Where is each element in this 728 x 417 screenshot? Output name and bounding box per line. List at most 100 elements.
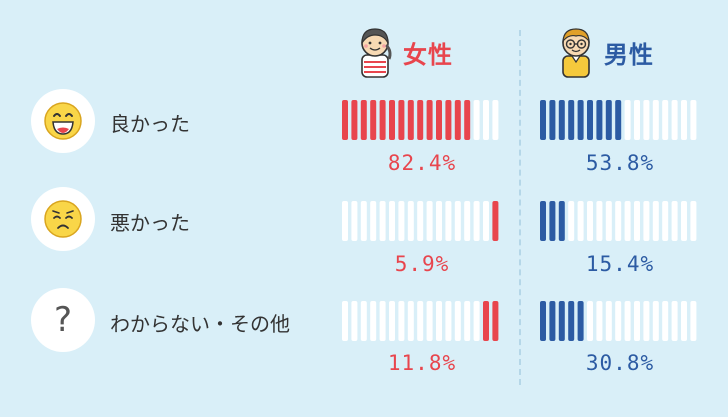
- segmented-bar: [342, 100, 499, 140]
- bar-female-good: [342, 100, 502, 140]
- bar-segment-empty: [605, 201, 612, 241]
- bar-segment-empty: [342, 201, 348, 241]
- bar-segment-empty: [681, 201, 687, 241]
- bar-segment-empty: [596, 201, 603, 241]
- male-label: 男性: [604, 40, 654, 69]
- pct-female-good: 82.4%: [387, 151, 457, 175]
- bar-segment-empty: [473, 201, 480, 241]
- bar-segment-empty: [454, 201, 461, 241]
- female-header: 女性: [355, 24, 453, 80]
- bar-segment-empty: [652, 201, 659, 241]
- bar-segment-empty: [351, 301, 358, 341]
- bar-segment-filled: [379, 100, 386, 140]
- bar-segment-empty: [370, 301, 377, 341]
- bar-segment-empty: [407, 201, 414, 241]
- bar-segment-filled: [596, 100, 603, 140]
- bar-segment-empty: [662, 301, 669, 341]
- bar-segment-empty: [389, 201, 395, 241]
- bar-segment-empty: [671, 301, 678, 341]
- bar-segment-filled: [492, 301, 499, 341]
- bar-segment-empty: [492, 100, 499, 140]
- bar-segment-empty: [615, 201, 622, 241]
- male-header: 男性: [556, 24, 654, 80]
- bar-segment-filled: [454, 100, 461, 140]
- segmented-bar: [540, 301, 697, 341]
- bar-segment-empty: [407, 301, 414, 341]
- question-mark-icon: ?: [53, 300, 73, 340]
- bar-segment-empty: [351, 201, 358, 241]
- bar-segment-filled: [445, 100, 452, 140]
- bar-segment-empty: [643, 100, 650, 140]
- bar-segment-empty: [398, 201, 405, 241]
- bar-segment-empty: [690, 201, 697, 241]
- bar-segment-empty: [596, 301, 603, 341]
- bar-segment-empty: [398, 301, 405, 341]
- bar-segment-filled: [426, 100, 433, 140]
- bar-segment-empty: [342, 301, 348, 341]
- bar-segment-empty: [445, 201, 452, 241]
- segmented-bar: [342, 201, 499, 241]
- bar-segment-empty: [690, 100, 697, 140]
- bar-segment-empty: [652, 301, 659, 341]
- bar-segment-filled: [540, 201, 546, 241]
- bar-segment-empty: [483, 100, 489, 140]
- bar-segment-empty: [436, 201, 442, 241]
- bar-segment-empty: [417, 201, 424, 241]
- bar-female-other: [342, 301, 502, 341]
- bar-segment-filled: [370, 100, 377, 140]
- bar-segment-empty: [634, 100, 640, 140]
- bar-segment-empty: [577, 201, 584, 241]
- bar-segment-empty: [568, 201, 575, 241]
- female-label: 女性: [403, 40, 453, 69]
- bar-segment-empty: [464, 201, 471, 241]
- bar-segment-filled: [568, 301, 575, 341]
- bar-female-bad: [342, 201, 502, 241]
- bar-segment-filled: [492, 201, 499, 241]
- bar-segment-empty: [473, 100, 480, 140]
- bar-segment-empty: [690, 301, 697, 341]
- bar-segment-empty: [634, 201, 640, 241]
- pct-male-bad: 15.4%: [585, 252, 655, 276]
- bar-segment-empty: [454, 301, 461, 341]
- bar-male-bad: [540, 201, 700, 241]
- bar-male-good: [540, 100, 700, 140]
- bar-segment-empty: [436, 301, 442, 341]
- male-icon: [562, 28, 590, 78]
- bar-segment-filled: [436, 100, 442, 140]
- row-other-face: ?: [31, 288, 95, 352]
- bar-segment-filled: [615, 100, 622, 140]
- bar-segment-filled: [417, 100, 424, 140]
- bar-segment-empty: [473, 301, 480, 341]
- grinning-face-icon: [44, 102, 82, 140]
- bar-segment-filled: [558, 100, 565, 140]
- segmented-bar: [540, 100, 697, 140]
- bar-segment-filled: [549, 301, 556, 341]
- bar-segment-filled: [558, 201, 565, 241]
- bar-segment-empty: [426, 301, 433, 341]
- column-divider: [519, 30, 521, 385]
- bar-segment-filled: [398, 100, 405, 140]
- bar-segment-empty: [587, 301, 593, 341]
- bar-segment-empty: [587, 201, 593, 241]
- bar-segment-filled: [587, 100, 593, 140]
- bar-segment-empty: [652, 100, 659, 140]
- bar-segment-empty: [379, 201, 386, 241]
- bar-male-other: [540, 301, 700, 341]
- bar-segment-filled: [558, 301, 565, 341]
- bar-segment-filled: [360, 100, 367, 140]
- row-good-face: [31, 89, 95, 153]
- female-icon: [361, 28, 392, 78]
- bar-segment-empty: [624, 301, 631, 341]
- bar-segment-filled: [483, 301, 489, 341]
- bar-segment-empty: [634, 301, 640, 341]
- bar-segment-empty: [671, 100, 678, 140]
- bar-segment-filled: [540, 301, 546, 341]
- bar-segment-filled: [407, 100, 414, 140]
- segmented-bar: [540, 201, 697, 241]
- bar-segment-empty: [615, 301, 622, 341]
- segmented-bar: [342, 301, 499, 341]
- pct-male-good: 53.8%: [585, 151, 655, 175]
- bar-segment-filled: [342, 100, 348, 140]
- bar-segment-empty: [360, 201, 367, 241]
